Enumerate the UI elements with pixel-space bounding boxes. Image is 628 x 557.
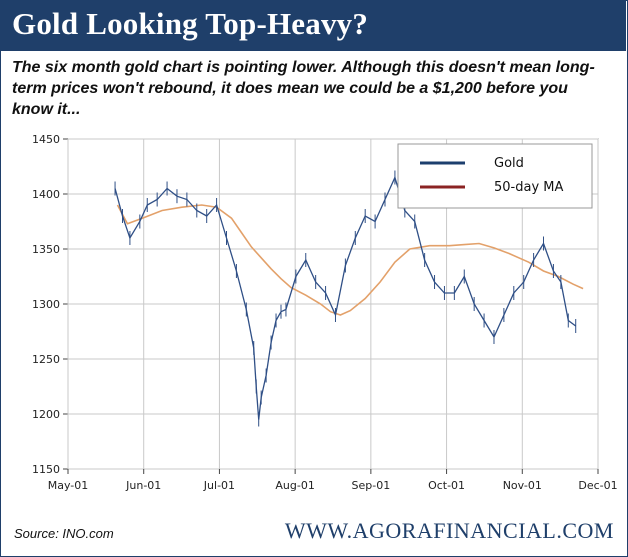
x-tick-label: Jul-01 <box>203 479 235 492</box>
y-tick-label: 1150 <box>32 463 60 476</box>
source-note: Source: INO.com <box>14 526 114 541</box>
title-banner: Gold Looking Top-Heavy? <box>0 0 626 51</box>
gold-series <box>114 170 577 427</box>
y-tick-label: 1400 <box>32 188 60 201</box>
x-tick-label: May-01 <box>48 479 89 492</box>
gold-line <box>114 175 577 420</box>
x-tick-label: Nov-01 <box>503 479 542 492</box>
x-tick-label: Jun-01 <box>125 479 161 492</box>
legend-box <box>397 143 593 209</box>
x-tick-label: Oct-01 <box>428 479 465 492</box>
chart-title: Gold Looking Top-Heavy? <box>12 6 369 41</box>
x-tick-label: Dec-01 <box>578 479 617 492</box>
legend-ma-label: 50-day MA <box>494 180 563 195</box>
x-tick-label: Aug-01 <box>275 479 314 492</box>
brand-url: WWW.AGORAFINANCIAL.COM <box>284 518 614 543</box>
y-tick-label: 1200 <box>32 408 60 421</box>
y-tick-label: 1300 <box>32 298 60 311</box>
chart-subtitle: The six month gold chart is pointing low… <box>12 59 595 118</box>
legend-gold-label: Gold <box>494 156 524 171</box>
axis-labels: 1150 1200 1250 1300 1350 1400 1450 May-01 Jun-01… <box>32 133 618 492</box>
y-tick-label: 1250 <box>32 353 60 366</box>
x-tick-label: Sep-01 <box>352 479 391 492</box>
y-tick-label: 1350 <box>32 243 60 256</box>
legend: Gold 50-day MA <box>397 143 593 209</box>
y-tick-label: 1450 <box>32 133 60 146</box>
